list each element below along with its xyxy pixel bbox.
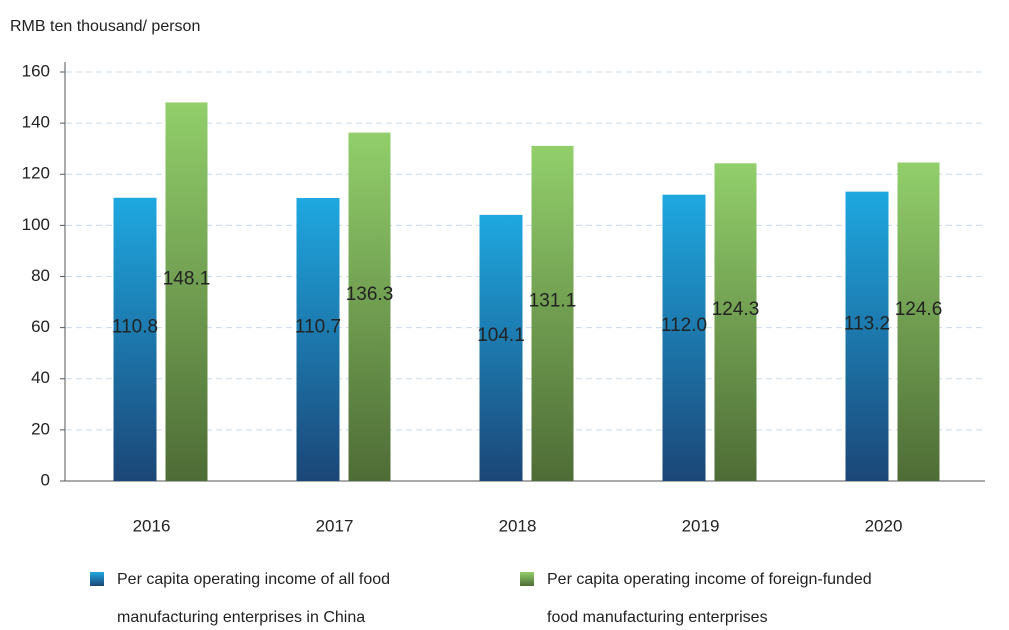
data-label: 113.2 <box>844 313 890 334</box>
data-label: 112.0 <box>661 315 707 336</box>
data-label: 136.3 <box>346 284 394 305</box>
bar <box>662 194 706 481</box>
bar <box>165 102 208 481</box>
data-label: 131.1 <box>529 290 577 311</box>
bar <box>845 191 889 481</box>
data-label: 124.3 <box>712 299 760 320</box>
x-tick-label: 2019 <box>682 516 720 535</box>
data-label: 104.1 <box>477 325 525 346</box>
bar <box>714 163 757 481</box>
x-tick-label: 2017 <box>316 516 354 535</box>
y-tick-label: 120 <box>22 164 50 183</box>
y-tick-label: 140 <box>22 113 50 132</box>
y-axis-label: RMB ten thousand/ person <box>10 18 200 35</box>
bar <box>296 198 340 481</box>
y-tick-label: 160 <box>22 61 50 80</box>
bar <box>531 145 574 482</box>
y-tick-label: 0 <box>41 470 50 489</box>
x-tick-label: 2016 <box>133 516 171 535</box>
data-label: 110.8 <box>112 316 158 337</box>
legend-swatch <box>90 572 104 586</box>
y-tick-label: 100 <box>22 215 50 234</box>
bar <box>479 214 523 481</box>
x-tick-label: 2018 <box>499 516 537 535</box>
y-tick-label: 80 <box>31 266 50 285</box>
y-tick-label: 40 <box>31 368 50 387</box>
y-tick-label: 20 <box>31 419 50 438</box>
bar <box>113 197 157 481</box>
legend-label: Per capita operating income of foreign-f… <box>547 571 872 626</box>
legend-label: Per capita operating income of all food … <box>117 571 391 626</box>
x-tick-label: 2020 <box>865 516 903 535</box>
data-label: 148.1 <box>163 269 211 290</box>
data-label: 110.7 <box>295 317 341 338</box>
data-label: 124.6 <box>895 299 943 320</box>
bar <box>897 162 940 481</box>
legend-swatch <box>520 572 534 586</box>
bar <box>348 132 391 481</box>
y-tick-label: 60 <box>31 317 50 336</box>
